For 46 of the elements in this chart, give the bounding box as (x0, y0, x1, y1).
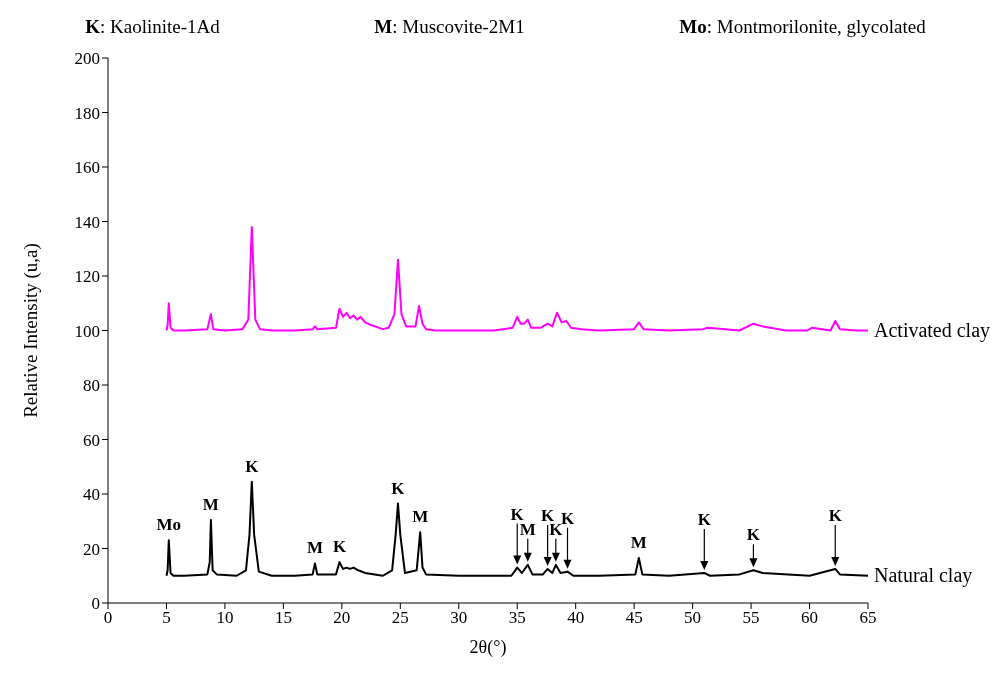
y-tick-label: 180 (74, 103, 100, 123)
y-tick-label: 200 (74, 49, 100, 69)
y-tick-label: 140 (74, 212, 100, 232)
x-tick-label: 20 (333, 608, 351, 628)
series-label: Activated clay (874, 318, 991, 342)
annotation: M (630, 533, 647, 553)
annotation: M (202, 494, 219, 514)
text: M: Muscovite-2M1 (374, 16, 525, 38)
y-tick-label: 100 (74, 321, 100, 341)
y-tick-label: 20 (83, 539, 100, 559)
x-tick-label: 60 (801, 608, 819, 628)
x-tick-label: 30 (450, 608, 468, 628)
annotation: K (391, 478, 406, 498)
annotation: K (560, 508, 575, 528)
y-tick-label: 40 (83, 485, 100, 505)
x-tick-label: 5 (162, 608, 171, 628)
annotation: K (746, 525, 761, 545)
annotation: K (245, 456, 260, 476)
x-tick-label: 35 (508, 608, 526, 628)
x-axis-title: 2θ(°) (469, 637, 507, 658)
y-tick-label: 160 (74, 158, 100, 178)
x-tick-label: 65 (859, 608, 877, 628)
annotation: M (306, 538, 323, 558)
x-tick-label: 55 (742, 608, 760, 628)
line-series (165, 225, 868, 332)
annotation: M (412, 507, 429, 527)
annotation: Mo (156, 515, 182, 535)
x-tick-label: 40 (567, 608, 585, 628)
x-tick-label: 50 (684, 608, 702, 628)
y-axis-title: Relative Intensity (u,a) (19, 243, 42, 418)
annotation: K (332, 537, 347, 557)
x-tick-label: 10 (216, 608, 234, 628)
annotation: K (697, 510, 712, 530)
y-tick-label: 60 (83, 430, 100, 450)
x-tick-label: 45 (625, 608, 643, 628)
text: K: Kaolinite-1Ad (85, 16, 220, 38)
x-tick-label: 15 (274, 608, 292, 628)
y-tick-label: 120 (74, 267, 100, 287)
x-tick-label: 0 (103, 608, 113, 628)
annotation: K (828, 505, 843, 525)
y-tick-label: 80 (83, 376, 100, 396)
text: Mo: Montmorilonite, glycolated (679, 16, 926, 38)
legend-label: Natural clay (874, 563, 973, 587)
annotation: K (541, 505, 556, 525)
x-tick-label: 25 (391, 608, 409, 628)
y-tick-label: 0 (91, 594, 100, 614)
